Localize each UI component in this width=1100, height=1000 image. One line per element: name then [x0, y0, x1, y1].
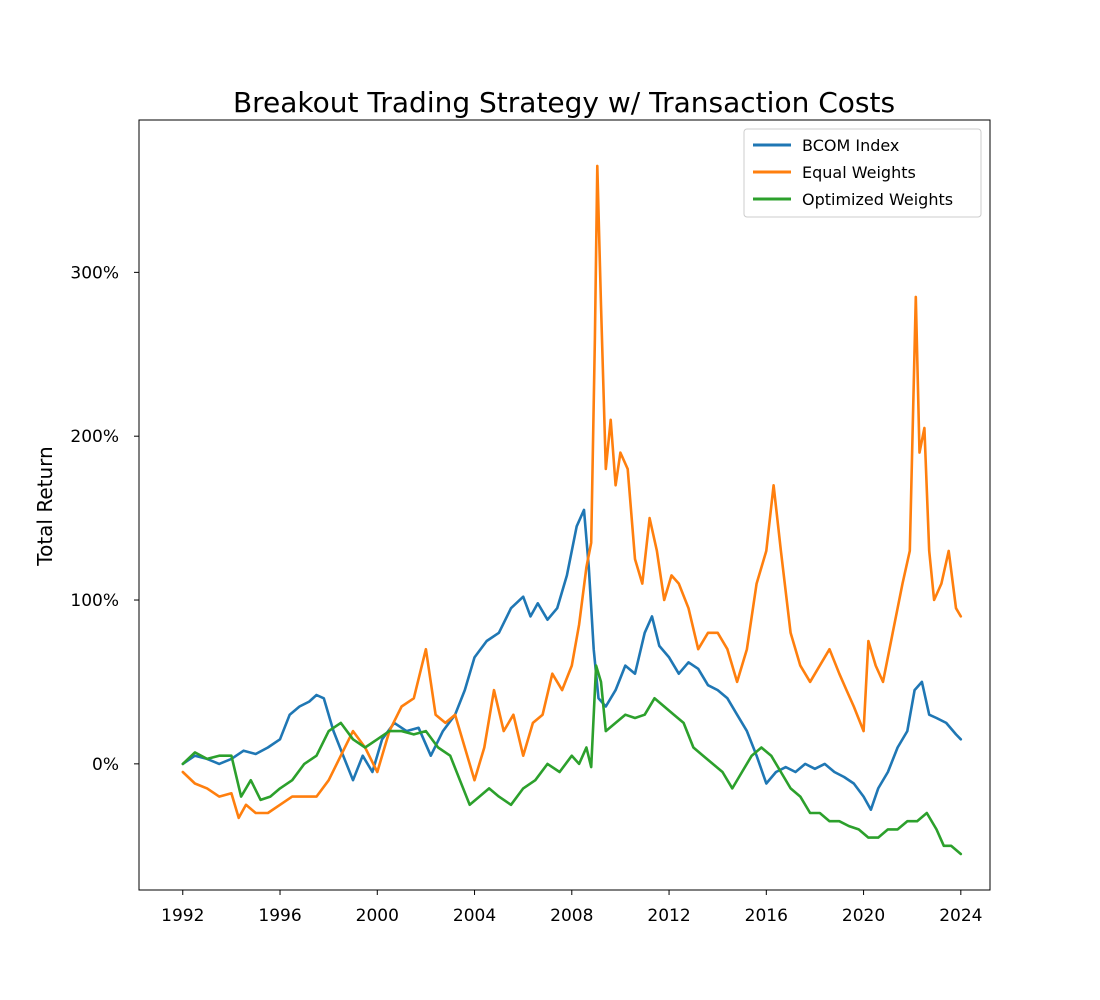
series-line-2	[181, 664, 963, 856]
y-tick-label: 100%	[70, 591, 119, 611]
plot-area	[138, 119, 991, 891]
y-axis-label: Total Return	[33, 446, 57, 566]
x-tick-label: 2004	[453, 906, 496, 926]
legend-box	[743, 128, 982, 218]
x-tick-label: 2008	[550, 906, 593, 926]
x-tick-label: 1996	[258, 906, 301, 926]
x-tick-label: 2012	[647, 906, 690, 926]
y-tick-label: 200%	[70, 427, 119, 447]
chart-title: Breakout Trading Strategy w/ Transaction…	[233, 86, 895, 119]
legend: BCOM Index Equal Weights Optimized Weights	[743, 128, 982, 218]
y-tick-label: 0%	[92, 755, 119, 775]
series-line-1	[181, 164, 963, 820]
x-tick-label: 1992	[161, 906, 204, 926]
x-tick-label: 2016	[745, 906, 788, 926]
legend-label-1: Equal Weights	[802, 163, 916, 182]
legend-label-0: BCOM Index	[802, 136, 899, 155]
y-axis: 0% 100% 200% 300%	[70, 263, 139, 775]
x-tick-label: 2000	[356, 906, 399, 926]
x-tick-label: 2024	[939, 906, 982, 926]
series-layer	[181, 164, 963, 856]
legend-label-2: Optimized Weights	[802, 190, 953, 209]
x-tick-label: 2020	[842, 906, 885, 926]
x-axis: 1992 1996 2000 2004 2008 2012 2016 2020 2024	[161, 890, 982, 926]
y-tick-label: 300%	[70, 263, 119, 283]
